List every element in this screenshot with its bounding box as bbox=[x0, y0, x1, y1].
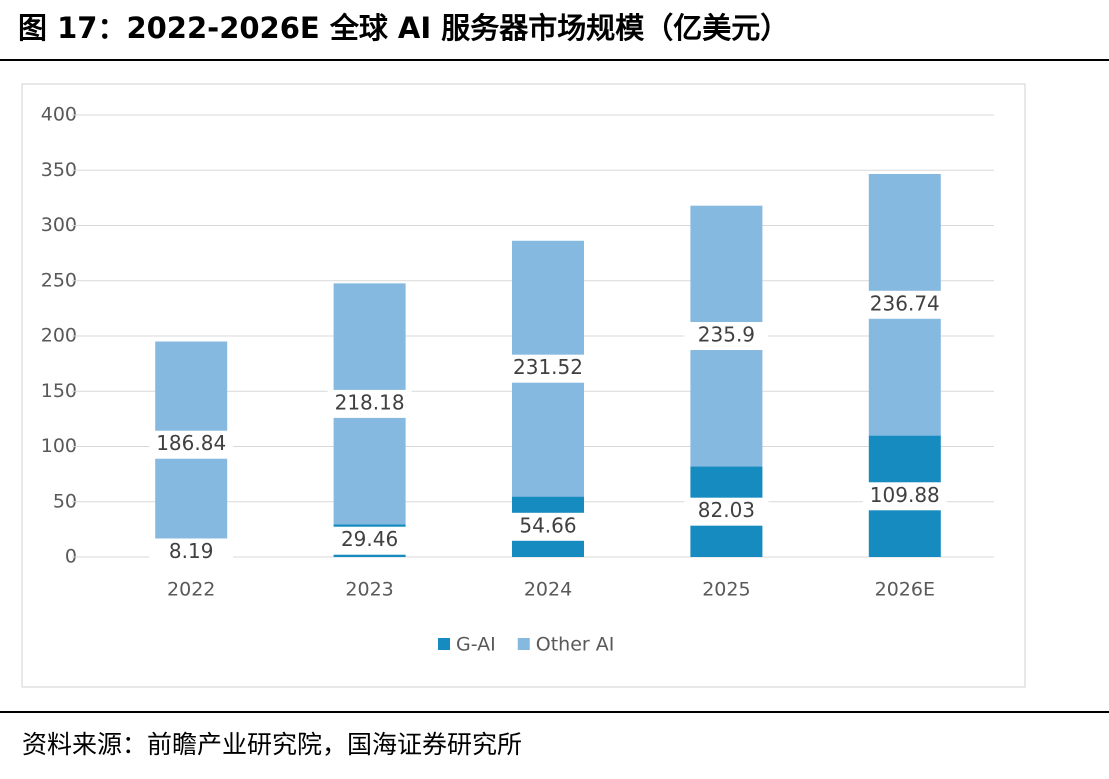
y-tick-label: 50 bbox=[53, 490, 77, 512]
data-label: 236.74 bbox=[870, 291, 940, 315]
label-box bbox=[862, 482, 947, 511]
y-tick-label: 250 bbox=[41, 269, 77, 291]
y-tick-label: 150 bbox=[41, 380, 77, 402]
label-box bbox=[684, 497, 769, 526]
label-box bbox=[684, 322, 769, 351]
y-tick-label: 0 bbox=[65, 546, 77, 568]
label-box bbox=[327, 389, 412, 418]
data-label: 54.66 bbox=[519, 513, 576, 537]
data-label: 109.88 bbox=[870, 483, 940, 507]
x-tick-label: 2026E bbox=[875, 579, 935, 601]
label-box bbox=[149, 430, 234, 459]
source: 资料来源：前瞻产业研究院，国海证券研究所 bbox=[22, 730, 522, 759]
y-tick-label: 400 bbox=[41, 104, 77, 126]
label-box bbox=[862, 290, 947, 319]
chart-title: 图 17：2022-2026E 全球 AI 服务器市场规模（亿美元） bbox=[18, 11, 789, 45]
x-tick-label: 2024 bbox=[524, 579, 572, 601]
y-tick-label: 200 bbox=[41, 325, 77, 347]
data-label: 8.19 bbox=[169, 539, 214, 563]
data-label: 186.84 bbox=[156, 431, 226, 455]
y-tick-label: 100 bbox=[41, 435, 77, 457]
x-tick-label: 2022 bbox=[167, 579, 215, 601]
data-label: 231.52 bbox=[513, 355, 583, 379]
data-label: 82.03 bbox=[698, 498, 755, 522]
y-tick-label: 300 bbox=[41, 214, 77, 236]
y-tick-label: 350 bbox=[41, 159, 77, 181]
x-tick-label: 2025 bbox=[702, 579, 750, 601]
data-label: 235.9 bbox=[698, 323, 755, 347]
legend-swatch bbox=[438, 638, 450, 650]
label-box bbox=[506, 354, 590, 383]
plot: 0 50 100 150 200 250 300 350 400 2022 8.19 186.84 20… bbox=[41, 104, 994, 656]
label-box bbox=[149, 538, 234, 567]
data-label: 29.46 bbox=[341, 527, 398, 551]
legend-label: G-AI bbox=[456, 634, 496, 656]
x-tick-label: 2023 bbox=[345, 579, 393, 601]
data-label: 218.18 bbox=[335, 390, 405, 414]
legend-label: Other AI bbox=[536, 634, 615, 656]
legend-swatch bbox=[517, 638, 530, 650]
label-box bbox=[506, 512, 590, 541]
label-box bbox=[327, 526, 412, 555]
